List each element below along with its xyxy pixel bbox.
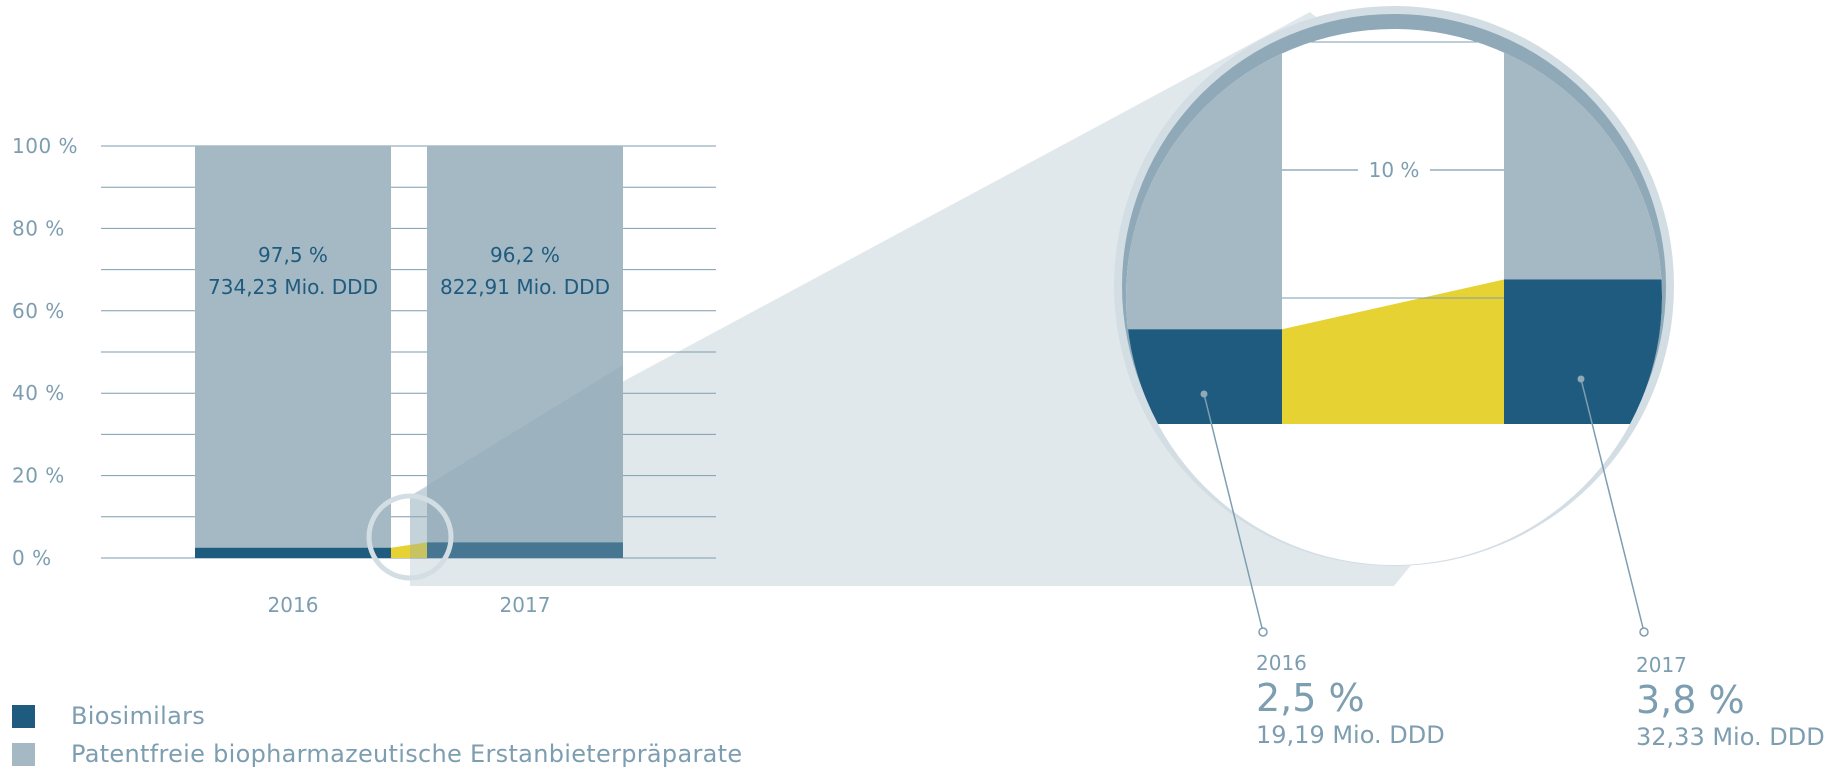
y-tick-label: 0 %: [12, 546, 52, 570]
zoom-bar-biosimilars-2017: [1504, 279, 1662, 425]
y-tick-label: 40 %: [12, 381, 65, 405]
callout-ddd: 19,19 Mio. DDD: [1256, 721, 1445, 749]
bar-value-labels: 97,5 % 734,23 Mio. DDD 96,2 % 822,91 Mio. D…: [208, 243, 610, 299]
legend-label: Biosimilars: [71, 702, 206, 730]
legend-item-biosimilars: Biosimilars: [12, 697, 742, 735]
callout-percent: 3,8 %: [1636, 678, 1745, 722]
zoom-growth-wedge: [1282, 279, 1504, 425]
y-tick-label: 60 %: [12, 299, 65, 323]
callout-leaders: [1200, 375, 1649, 637]
y-axis-ticks: 0 % 20 % 40 % 60 % 80 % 100 %: [12, 134, 78, 570]
zoom-inset: 10 %: [1114, 6, 1674, 566]
legend-item-originators: Patentfreie biopharmazeutische Erstanbie…: [12, 735, 742, 773]
growth-wedge: [391, 542, 427, 558]
legend-swatch: [12, 742, 35, 766]
x-category-label: 2017: [500, 593, 551, 617]
main-bars: [195, 146, 623, 558]
y-tick-label: 80 %: [12, 216, 65, 240]
callout-year: 2016: [1256, 651, 1307, 675]
bar-originators-2017: [427, 146, 623, 543]
callout-percent: 2,5 %: [1256, 676, 1365, 720]
leader-line: [1580, 378, 1645, 633]
bar-label-ddd: 734,23 Mio. DDD: [208, 275, 378, 299]
x-axis-categories: 2016 2017: [268, 593, 551, 617]
legend-label: Patentfreie biopharmazeutische Erstanbie…: [71, 740, 743, 768]
bar-label-ddd: 822,91 Mio. DDD: [440, 275, 610, 299]
bar-biosimilars-2016: [195, 547, 391, 558]
zoom-tick-label: 10 %: [1369, 158, 1420, 182]
y-tick-label: 20 %: [12, 464, 65, 488]
callout-ddd: 32,33 Mio. DDD: [1636, 723, 1825, 751]
legend: Biosimilars Patentfreie biopharmazeutisc…: [12, 697, 742, 773]
leader-dot: [1200, 390, 1208, 398]
y-tick-label: 100 %: [12, 134, 78, 158]
x-category-label: 2016: [268, 593, 319, 617]
legend-swatch: [12, 704, 35, 728]
leader-dot: [1577, 375, 1585, 383]
bar-biosimilars-2017: [427, 542, 623, 558]
callout-year: 2017: [1636, 653, 1687, 677]
cone-overlay: [410, 365, 623, 558]
bar-originators-2016: [195, 146, 391, 548]
leader-end: [1639, 627, 1649, 637]
leader-end: [1258, 627, 1268, 637]
zoom-bar-biosimilars-2016: [1126, 329, 1282, 425]
bar-label-percent: 96,2 %: [490, 243, 560, 267]
magnifier-ring-small: [366, 493, 454, 581]
bar-label-percent: 97,5 %: [258, 243, 328, 267]
callout-2017: 2017 3,8 % 32,33 Mio. DDD: [1636, 653, 1825, 751]
leader-line: [1203, 393, 1264, 633]
callout-2016: 2016 2,5 % 19,19 Mio. DDD: [1256, 651, 1445, 749]
